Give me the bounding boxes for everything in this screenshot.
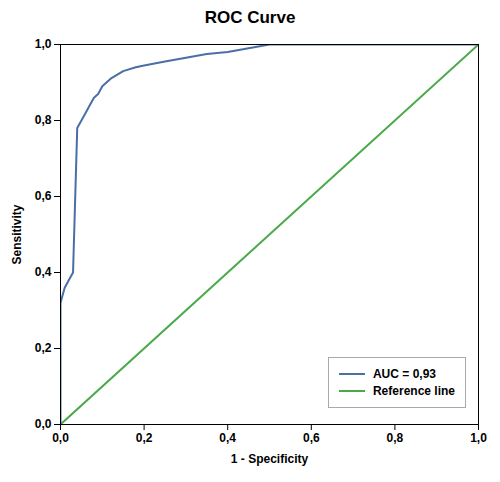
svg-text:0,4: 0,4	[35, 265, 52, 279]
svg-text:0,8: 0,8	[35, 113, 52, 127]
svg-text:Sensitivity: Sensitivity	[10, 204, 24, 264]
html-text:AUC = 0,93: AUC = 0,93	[373, 367, 436, 381]
svg-text:0,2: 0,2	[136, 431, 153, 445]
svg-text:0,2: 0,2	[35, 341, 52, 355]
svg-text:0,8: 0,8	[387, 431, 404, 445]
svg-text:0,6: 0,6	[303, 431, 320, 445]
html-text:Reference line: Reference line	[373, 384, 455, 398]
html-text:ROC Curve: ROC Curve	[204, 8, 296, 27]
svg-text:1 - Specificity: 1 - Specificity	[231, 452, 309, 466]
svg-text:1,0: 1,0	[35, 37, 52, 51]
svg-text:0,0: 0,0	[35, 417, 52, 431]
svg-text:0,4: 0,4	[219, 431, 236, 445]
svg-text:0,6: 0,6	[35, 189, 52, 203]
svg-text:0,0: 0,0	[52, 431, 69, 445]
svg-text:1,0: 1,0	[470, 431, 487, 445]
